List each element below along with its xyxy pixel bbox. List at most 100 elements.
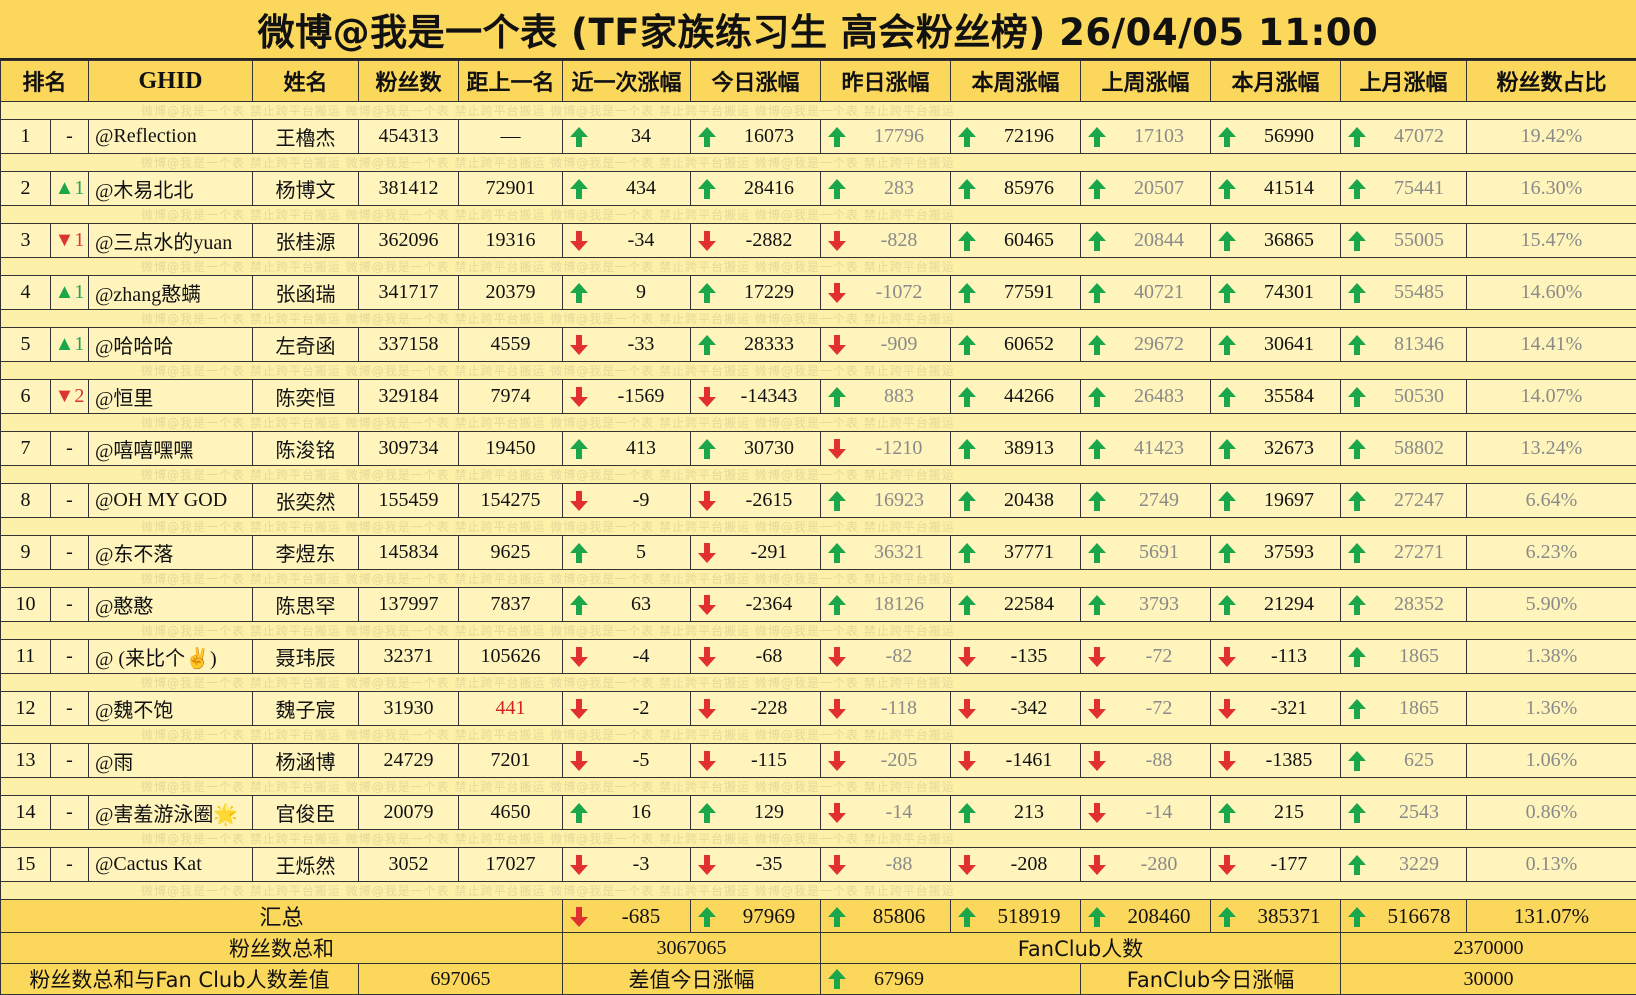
down-arrow-icon [1217,854,1239,876]
lastweek-change: 41423 [1081,432,1211,466]
up-arrow-icon [957,542,979,564]
rank-number: 5 [1,328,51,362]
header-yesterday: 昨日涨幅 [821,61,951,102]
month-change-value: 56990 [1239,125,1339,148]
lastmonth-change-value: 50530 [1369,385,1467,408]
week-change-value: 60465 [979,229,1079,252]
week-change: 44266 [951,380,1081,414]
watermark-text: 微博@我是一个表 禁止跨平台搬运 微博@我是一个表 禁止跨平台搬运 微博@我是一… [1,830,1636,848]
fans-count: 454313 [359,120,459,154]
summary-label: 汇总 [1,900,563,933]
recent-change-value: 63 [591,593,691,616]
down-arrow-icon [827,438,849,460]
today-change-value: 30730 [719,437,819,460]
down-arrow-icon [957,646,979,668]
week-change: 213 [951,796,1081,830]
yesterday-change-value: 36321 [849,541,949,564]
lastmonth-change-value: 625 [1369,749,1467,772]
watermark-text: 微博@我是一个表 禁止跨平台搬运 微博@我是一个表 禁止跨平台搬运 微博@我是一… [1,466,1636,484]
weibo-id: @害羞游泳圈🌟 [89,796,253,830]
up-arrow-icon [1217,542,1239,564]
up-arrow-icon [1087,126,1109,148]
up-arrow-icon [1087,438,1109,460]
diff-today-label: 差值今日涨幅 [563,964,821,995]
today-change-value: -2364 [719,593,819,616]
header-rank: 排名 [1,61,89,102]
up-arrow-icon [957,334,979,356]
diff-label: 粉丝数总和与Fan Club人数差值 [1,964,359,995]
gap-to-previous: 19450 [459,432,563,466]
recent-change-value: -3 [591,853,691,876]
today-change-value: 17229 [719,281,819,304]
fans-share: 6.23% [1467,536,1636,570]
fans-count: 362096 [359,224,459,258]
month-change-value: 21294 [1239,593,1339,616]
gap-to-previous: 105626 [459,640,563,674]
fans-count: 20079 [359,796,459,830]
rank-change-value: ▲1 [55,281,85,303]
fans-share: 13.24% [1467,432,1636,466]
lastmonth-change: 28352 [1341,588,1467,622]
today-change: -115 [691,744,821,778]
gap-to-previous: 7974 [459,380,563,414]
lastweek-change: -14 [1081,796,1211,830]
lastweek-change-value: 40721 [1109,281,1209,304]
header-recent: 近一次涨幅 [563,61,691,102]
down-arrow-icon [697,542,719,564]
lastweek-change-value: 20507 [1109,177,1209,200]
up-arrow-icon [1087,490,1109,512]
yesterday-change: -82 [821,640,951,674]
yesterday-change: -88 [821,848,951,882]
up-arrow-icon [569,126,591,148]
summary-lastmonth: 516678 [1341,900,1467,933]
lastmonth-change: 55485 [1341,276,1467,310]
down-arrow-icon [1087,646,1109,668]
lastweek-change: 29672 [1081,328,1211,362]
rank-change-value: - [66,489,73,511]
up-arrow-icon [957,230,979,252]
rank-number: 11 [1,640,51,674]
month-change-value: 41514 [1239,177,1339,200]
week-change: 37771 [951,536,1081,570]
up-arrow-icon [1087,906,1109,928]
up-arrow-icon [1217,802,1239,824]
down-arrow-icon [697,490,719,512]
week-change: -208 [951,848,1081,882]
up-arrow-icon [1347,334,1369,356]
up-arrow-icon [1347,282,1369,304]
lastmonth-change: 75441 [1341,172,1467,206]
up-arrow-icon [1087,386,1109,408]
ranking-body: 微博@我是一个表 禁止跨平台搬运 微博@我是一个表 禁止跨平台搬运 微博@我是一… [1,102,1636,995]
diff-today-value: 67969 [849,968,949,991]
up-arrow-icon [569,542,591,564]
month-change-value: 19697 [1239,489,1339,512]
watermark-row: 微博@我是一个表 禁止跨平台搬运 微博@我是一个表 禁止跨平台搬运 微博@我是一… [1,466,1636,484]
up-arrow-icon [1347,698,1369,720]
watermark-row: 微博@我是一个表 禁止跨平台搬运 微博@我是一个表 禁止跨平台搬运 微博@我是一… [1,674,1636,692]
recent-change: -34 [563,224,691,258]
rank-number: 13 [1,744,51,778]
fans-count: 31930 [359,692,459,726]
lastweek-change: 40721 [1081,276,1211,310]
member-name: 王櫓杰 [253,120,359,154]
yesterday-change: -909 [821,328,951,362]
member-name: 陈浚铭 [253,432,359,466]
summary-month-value: 385371 [1239,904,1339,929]
up-arrow-icon [957,906,979,928]
up-arrow-icon [569,438,591,460]
today-change: -35 [691,848,821,882]
yesterday-change: -1210 [821,432,951,466]
header-name: 姓名 [253,61,359,102]
month-change-value: -321 [1239,697,1339,720]
week-change-value: -208 [979,853,1079,876]
up-arrow-icon [827,386,849,408]
header-row: 排名 GHID 姓名 粉丝数 距上一名 近一次涨幅 今日涨幅 昨日涨幅 本周涨幅… [1,61,1636,102]
up-arrow-icon [697,178,719,200]
up-arrow-icon [827,906,849,928]
down-arrow-icon [697,854,719,876]
header-lastweek: 上周涨幅 [1081,61,1211,102]
